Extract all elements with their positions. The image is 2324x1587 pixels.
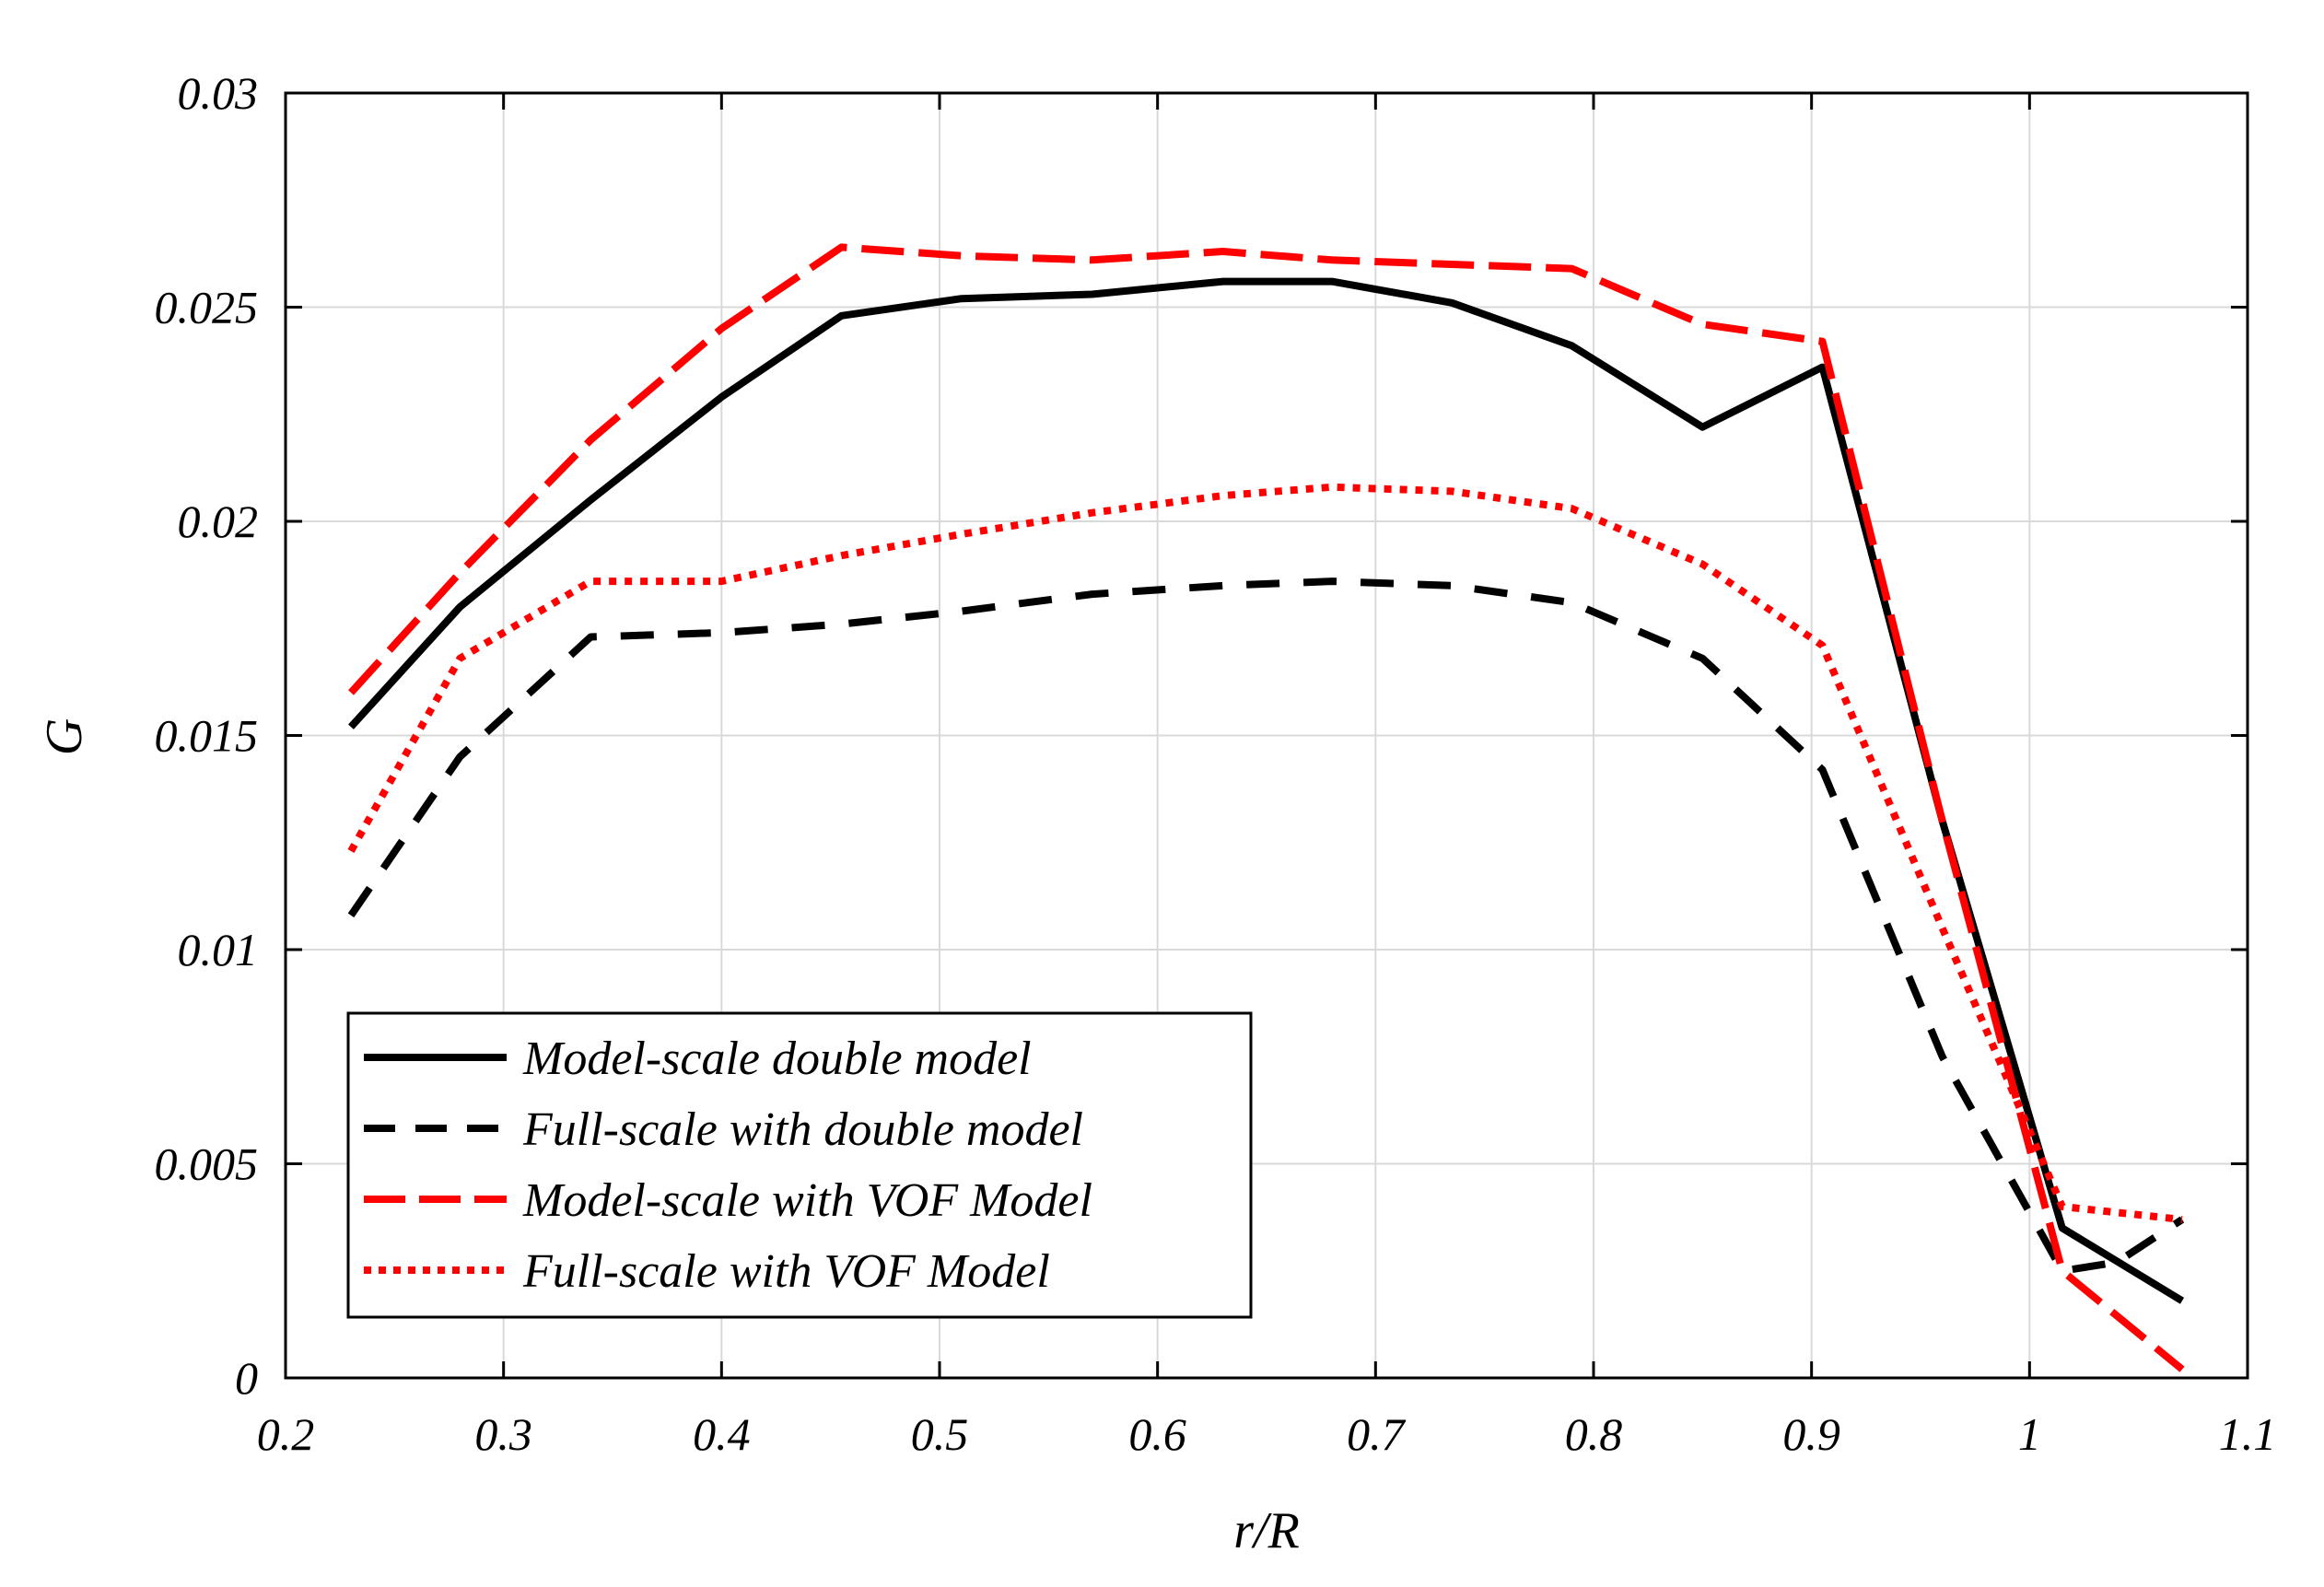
- y-axis-label: G: [36, 718, 93, 755]
- ticks: [284, 91, 2249, 1380]
- y-tick-label: 0: [235, 1352, 258, 1404]
- legend: Model-scale double model Full-scale with…: [346, 1011, 1253, 1319]
- legend-label-model-double: Model-scale double model: [522, 1033, 1032, 1085]
- y-tick-label: 0.02: [178, 496, 259, 547]
- x-tick-label: 0.2: [257, 1408, 315, 1460]
- y-tick-label: 0.01: [178, 924, 259, 975]
- y-tick-labels: 0 0.005 0.01 0.015 0.02 0.025 0.03: [155, 67, 259, 1404]
- x-tick-label: 0.4: [693, 1408, 751, 1460]
- x-tick-label: 1: [2018, 1408, 2041, 1460]
- x-axis-label: r/R: [1233, 1502, 1300, 1559]
- x-tick-label: 0.3: [474, 1408, 532, 1460]
- legend-label-full-vof: Full-scale with VOF Model: [522, 1245, 1050, 1298]
- x-tick-label: 0.8: [1565, 1408, 1623, 1460]
- legend-label-model-vof: Model-scale with VOF Model: [522, 1174, 1092, 1227]
- series-layer: [347, 243, 2185, 1372]
- x-tick-labels: 0.2 0.3 0.4 0.5 0.6 0.7 0.8 0.9 1 1.1: [257, 1408, 2277, 1460]
- x-tick-label: 0.5: [911, 1408, 969, 1460]
- y-tick-label: 0.03: [178, 67, 259, 119]
- series-model-scale-with-vof-model: [348, 243, 2185, 1372]
- legend-label-full-double: Full-scale with double model: [522, 1103, 1083, 1156]
- series-full-scale-with-vof-model: [347, 483, 2183, 1223]
- series-full-scale-with-double-model: [347, 578, 2185, 1275]
- x-tick-label: 0.9: [1782, 1408, 1840, 1460]
- y-tick-label: 0.025: [155, 282, 259, 333]
- grid: [286, 93, 2248, 1378]
- y-tick-label: 0.015: [155, 710, 259, 762]
- x-tick-label: 1.1: [2219, 1408, 2277, 1460]
- x-tick-label: 0.6: [1128, 1408, 1186, 1460]
- y-tick-label: 0.005: [155, 1138, 259, 1190]
- x-tick-label: 0.7: [1347, 1408, 1407, 1460]
